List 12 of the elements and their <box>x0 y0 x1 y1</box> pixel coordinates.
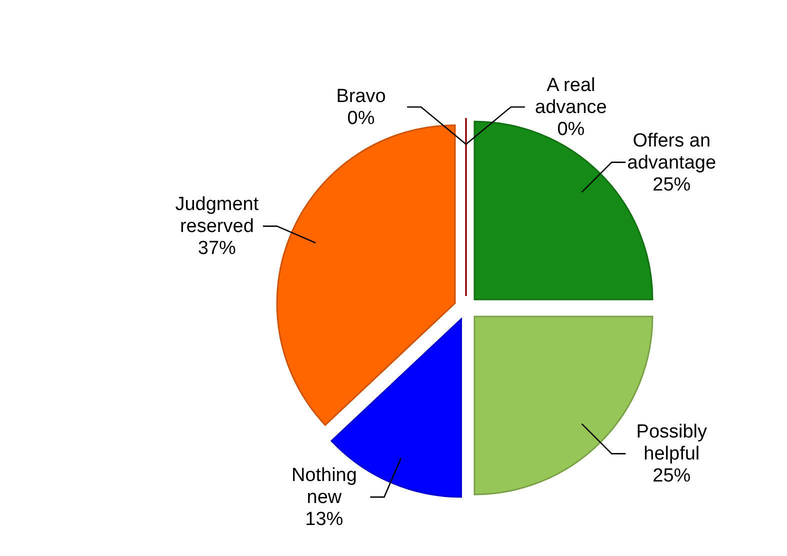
category-label: A real advance <box>535 74 607 118</box>
text: 0% <box>557 118 585 140</box>
slice-label: Possibly helpful <box>636 422 708 465</box>
data-label: 25% <box>652 466 691 487</box>
data-label: 37% <box>198 238 236 260</box>
text: 0% <box>347 108 375 129</box>
data-label: 13% <box>305 509 344 530</box>
category-label: Bravo <box>336 86 386 107</box>
slice-label: Judgment reserved <box>175 194 260 238</box>
data-label: 25% <box>652 174 691 196</box>
slice-label: Nothing new <box>291 465 357 508</box>
slice-label: Offers an advantage <box>627 130 716 174</box>
